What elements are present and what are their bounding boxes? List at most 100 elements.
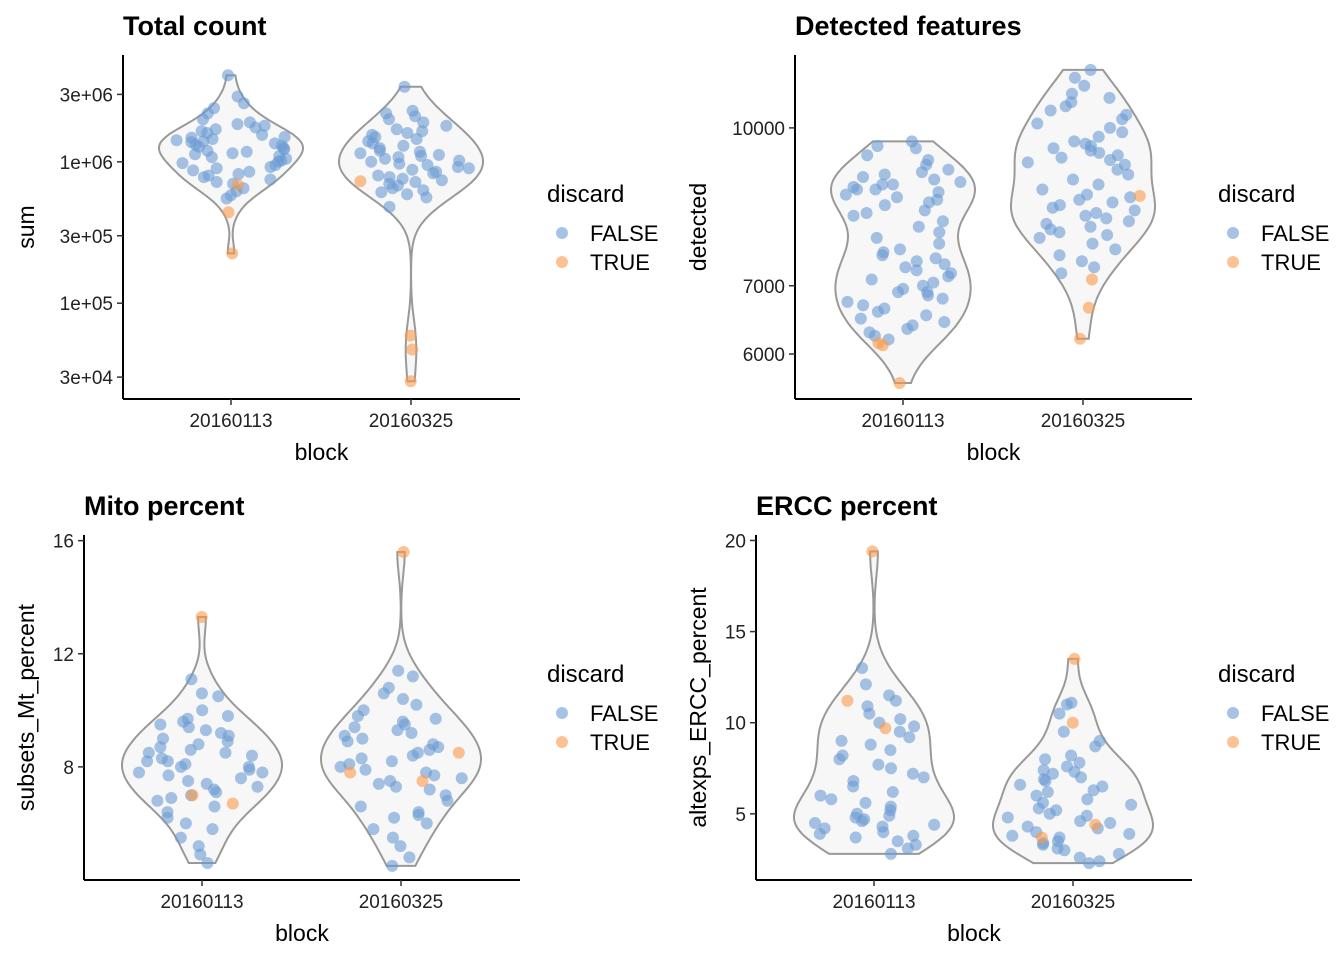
data-point-false [372,777,385,790]
y-tick-label: 15 [725,623,746,644]
y-tick-label: 3e+05 [60,227,113,248]
data-point-false [393,157,406,170]
data-point-false [1043,807,1056,820]
data-point-true [222,206,235,219]
data-point-false [901,842,914,855]
data-point-false [854,312,867,325]
data-point-false [1014,778,1027,791]
data-point-false [397,693,409,705]
data-point-false [833,753,846,766]
data-point-false [1073,756,1086,769]
legend-label: FALSE [1261,701,1329,726]
data-point-true [397,546,410,558]
data-point-false [942,270,955,283]
y-tick-label: 5 [735,805,746,826]
data-point-false [348,721,361,734]
data-point-false [175,760,187,773]
data-point-false [243,763,256,776]
data-point-false [161,811,174,824]
data-point-false [1068,71,1081,84]
data-point-false [839,188,852,201]
data-point-false [377,687,390,700]
data-point-false [383,200,396,213]
data-point-false [884,847,897,860]
data-point-false [1021,820,1034,833]
x-tick-label: 20160113 [160,892,243,913]
data-point-false [354,147,367,160]
data-point-false [406,749,419,762]
data-point-false [928,173,941,186]
y-tick-label: 12 [53,645,74,666]
y-tick-label: 16 [53,532,74,553]
data-point-true [879,722,892,735]
data-point-false [182,775,195,787]
panel-1: Detected features 6000 7000 10000 20160113 20… [685,11,1329,465]
data-point-false [385,755,398,768]
data-point-false [814,789,827,802]
data-point-true [406,343,419,356]
data-point-false [1061,698,1073,711]
data-point-false [847,780,860,793]
chart-title: ERCC percent [756,491,938,521]
data-point-false [942,163,955,176]
data-point-false [1106,196,1119,209]
data-point-false [891,835,904,848]
data-point-false [440,119,453,132]
data-point-false [1065,749,1078,762]
data-point-true [416,775,429,787]
data-point-false [893,725,906,738]
data-point-true [866,545,879,558]
y-tick-label: 1e+06 [60,153,113,174]
data-point-false [878,168,891,181]
data-point-false [410,698,423,711]
data-point-false [864,738,877,751]
data-point-false [246,749,258,762]
data-point-false [240,145,253,158]
data-point-false [1125,798,1138,811]
data-point-true [452,746,465,759]
data-point-false [435,174,448,187]
data-point-false [194,848,207,861]
data-point-false [235,772,247,785]
data-point-false [182,721,195,734]
data-point-false [1104,817,1117,829]
data-point-false [232,168,245,180]
data-point-false [429,712,442,725]
data-point-false [878,199,891,212]
data-point-false [908,720,921,733]
data-point-false [415,150,428,162]
data-point-false [1055,267,1068,280]
data-point-true [1089,818,1102,831]
data-point-true [893,377,906,389]
x-tick-label: 20160325 [369,411,454,432]
data-point-false [1092,130,1105,143]
data-point-false [899,261,912,274]
legend-key-false [1227,227,1239,239]
data-point-false [165,792,178,804]
legend-title: discard [1218,661,1295,688]
data-point-false [210,786,223,799]
data-point-false [412,809,425,821]
legend-label: TRUE [590,250,650,275]
data-point-true [226,247,239,260]
x-tick-label: 20160113 [832,892,915,913]
y-tick-label: 6000 [743,345,785,366]
data-point-false [226,147,239,160]
x-axis-label: block [275,920,329,946]
data-point-false [869,183,882,196]
data-point-false [162,769,175,782]
data-point-false [933,226,946,239]
data-point-false [1041,786,1054,798]
data-point-false [1036,183,1049,196]
data-point-false [928,818,941,831]
data-point-false [847,209,860,222]
data-point-true [1074,332,1087,345]
legend: discard FALSE TRUE [1218,661,1329,755]
data-point-false [423,743,436,756]
data-point-false [1046,201,1059,214]
legend-label: FALSE [590,221,658,246]
data-point-false [417,116,430,129]
data-point-false [406,670,419,683]
data-point-true [1035,831,1048,844]
